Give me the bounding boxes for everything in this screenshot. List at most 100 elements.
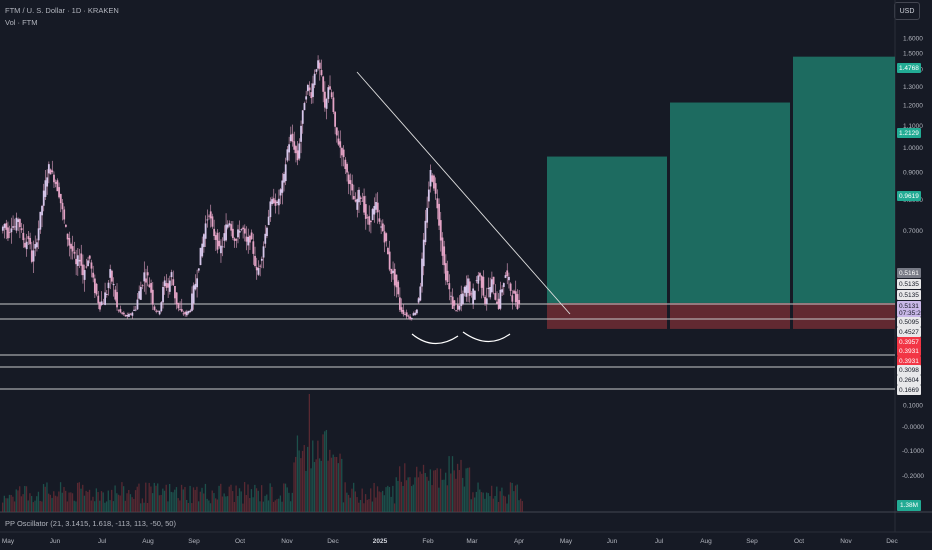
- stop-zone-2[interactable]: [670, 302, 790, 329]
- candle-body: [225, 224, 227, 241]
- target-zone-1[interactable]: [547, 156, 667, 303]
- volume-bar: [284, 483, 287, 512]
- volume-bar: [330, 457, 333, 512]
- candle-body: [49, 169, 52, 175]
- volume-bar: [97, 492, 99, 512]
- volume-bar: [370, 488, 372, 512]
- candle-body: [260, 258, 263, 261]
- candle-body: [192, 285, 195, 304]
- volume-bar: [71, 493, 74, 512]
- volume-bar: [37, 491, 40, 512]
- candle-body: [467, 278, 469, 293]
- candle-body: [238, 230, 241, 233]
- volume-bar: [451, 456, 454, 512]
- volume-bar: [361, 488, 363, 512]
- candle-body: [22, 232, 25, 241]
- price-tag: [897, 327, 921, 337]
- price-tag-label: 1.4768: [899, 65, 919, 72]
- volume-bar: [80, 488, 82, 512]
- candle-body: [184, 311, 187, 315]
- candle-body: [295, 146, 297, 154]
- candle-body: [63, 209, 66, 220]
- candle-body: [46, 177, 49, 187]
- candle-body: [172, 279, 175, 286]
- candle-body: [71, 246, 74, 252]
- candle-body: [1, 226, 4, 231]
- volume-bar: [49, 494, 52, 512]
- candle-body: [83, 270, 86, 280]
- volume-bar: [489, 496, 491, 512]
- volume-bar: [443, 479, 445, 512]
- volume-bar: [42, 484, 45, 512]
- volume-bar: [487, 493, 489, 512]
- candle-body: [506, 270, 509, 277]
- volume-bar: [51, 497, 53, 512]
- candle-body: [3, 223, 6, 228]
- candle-body: [107, 282, 110, 289]
- candle-body: [167, 283, 170, 288]
- price-tag-label: 0.5135: [899, 281, 919, 288]
- volume-bar: [245, 495, 247, 512]
- volume-bar: [445, 472, 447, 512]
- candle-body: [388, 251, 391, 270]
- candle-body: [398, 297, 401, 310]
- target-zone-2[interactable]: [670, 102, 790, 303]
- candle-body: [329, 86, 331, 90]
- volume-bar: [479, 489, 481, 512]
- volume-bar: [368, 499, 370, 512]
- time-axis-tick: Sep: [746, 538, 758, 545]
- candle-body: [485, 298, 488, 305]
- volume-bar: [390, 496, 392, 512]
- volume-bar: [158, 495, 161, 512]
- target-zone-3[interactable]: [793, 56, 895, 303]
- candle-body: [53, 174, 55, 183]
- candle-body: [497, 298, 500, 310]
- candle-body: [429, 170, 432, 187]
- volume-bar: [332, 454, 334, 512]
- candle-body: [358, 189, 360, 203]
- volume-bar: [143, 502, 145, 512]
- candle-body: [443, 246, 446, 266]
- volume-bar: [276, 499, 278, 512]
- volume-bar: [320, 460, 322, 512]
- trendline[interactable]: [356, 71, 571, 315]
- candle-body: [191, 293, 193, 311]
- volume-bar: [371, 501, 374, 512]
- volume-title[interactable]: Vol · FTM: [5, 18, 38, 27]
- volume-bar: [327, 460, 329, 512]
- volume-bar: [426, 476, 428, 512]
- volume-bar: [44, 486, 46, 512]
- candle-body: [301, 110, 304, 124]
- candle-body: [10, 228, 13, 233]
- symbol-title[interactable]: FTM / U. S. Dollar · 1D · KRAKEN: [5, 6, 119, 15]
- candle-body: [61, 202, 64, 210]
- volume-bar: [346, 492, 348, 512]
- volume-bar: [59, 482, 62, 512]
- candle-body: [138, 291, 141, 299]
- candle-body: [196, 278, 199, 288]
- candle-body: [315, 69, 318, 72]
- volume-bar: [381, 490, 384, 512]
- volume-bar: [48, 493, 50, 512]
- price-tag: [897, 128, 921, 138]
- candle-body: [109, 269, 112, 278]
- candle-body: [126, 314, 129, 317]
- candle-body: [17, 219, 20, 222]
- candle-body: [221, 246, 224, 248]
- candle-body: [211, 216, 214, 227]
- volume-bar: [140, 503, 142, 512]
- volume-bar: [279, 495, 282, 512]
- candle-body: [93, 278, 96, 294]
- stop-zone-1[interactable]: [547, 302, 667, 329]
- candle-body: [165, 283, 168, 288]
- candle-body: [289, 134, 292, 142]
- candle-body: [426, 207, 429, 223]
- stop-zone-3[interactable]: [793, 302, 895, 329]
- double-bottom-arc-left[interactable]: [411, 333, 459, 345]
- double-bottom-arc-right[interactable]: [462, 331, 511, 343]
- volume-bar: [250, 489, 253, 512]
- volume-bar: [170, 491, 172, 512]
- oscillator-label[interactable]: PP Oscillator (21, 3.1415, 1.618, -113, …: [5, 519, 176, 528]
- candle-body: [150, 283, 152, 293]
